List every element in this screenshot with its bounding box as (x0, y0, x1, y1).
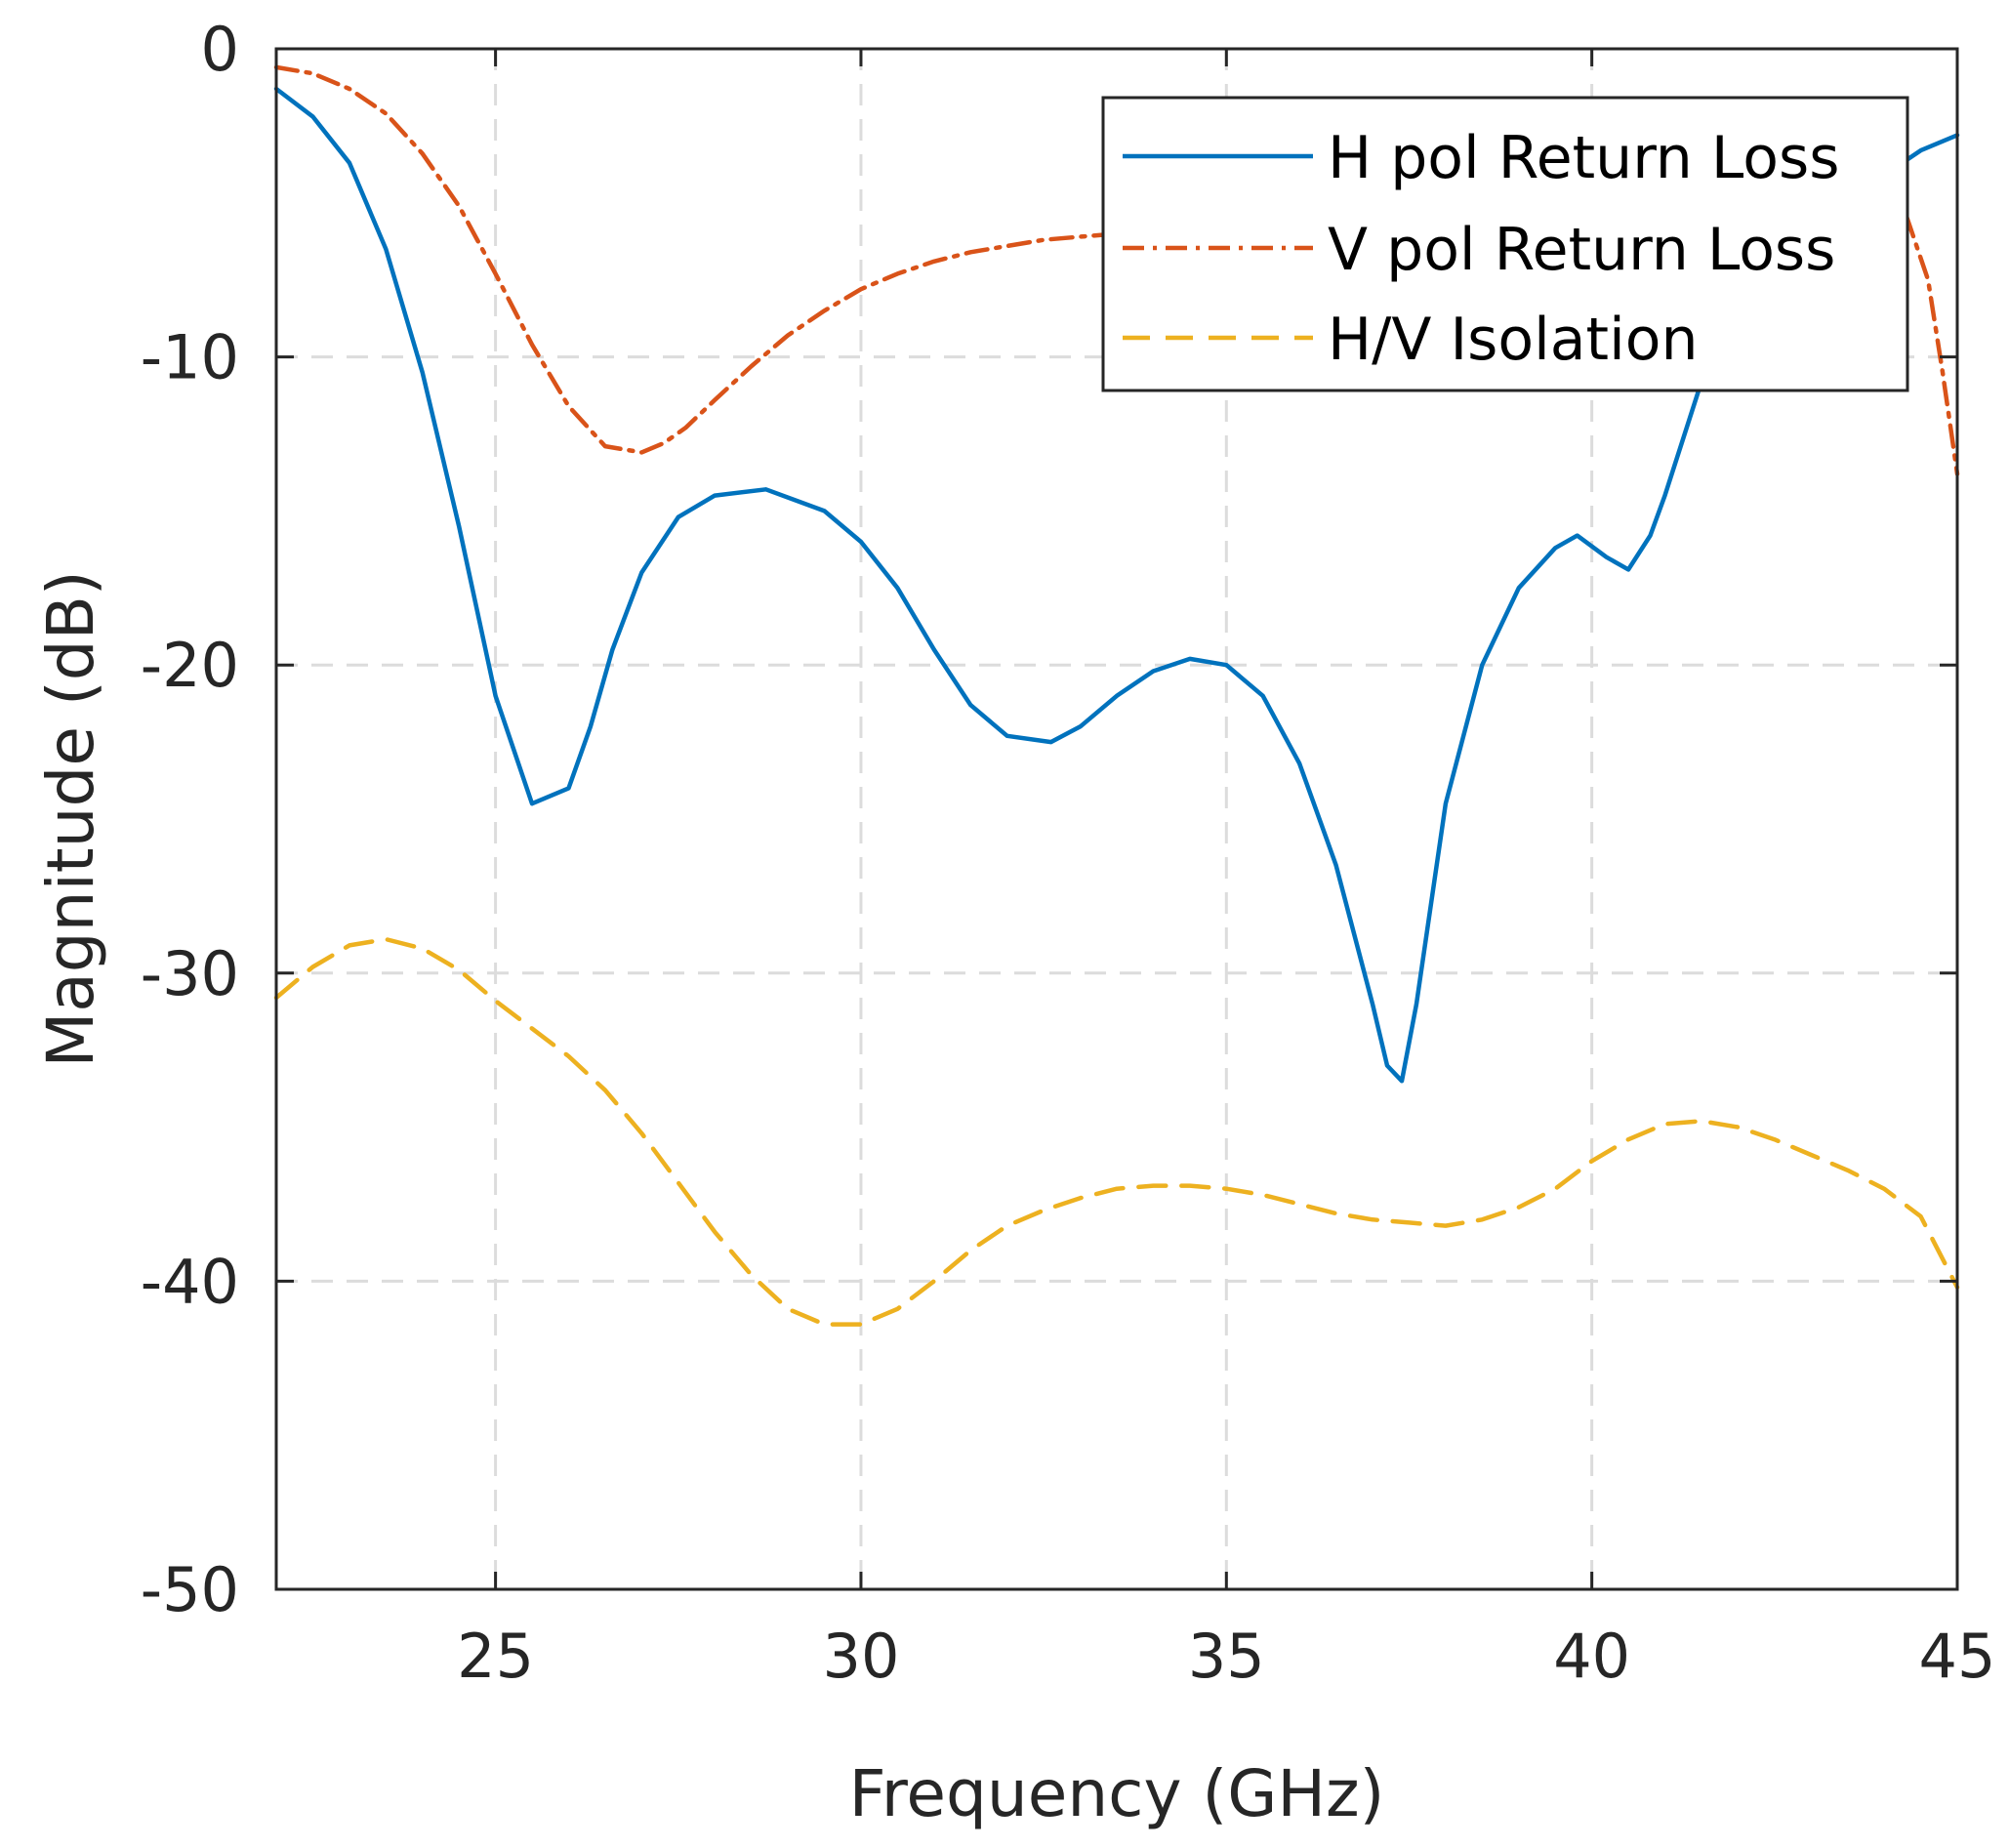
y-tick-label: 0 (201, 14, 239, 85)
x-tick-label: 40 (1553, 1621, 1630, 1692)
x-tick-label: 25 (457, 1621, 534, 1692)
y-tick-label: -30 (141, 938, 239, 1009)
legend-label-isolation: H/V Isolation (1328, 306, 1698, 374)
x-tick-label: 35 (1188, 1621, 1265, 1692)
y-tick-label: -40 (141, 1246, 239, 1317)
series-line-0 (273, 86, 1960, 1084)
y-tick-label: -10 (141, 322, 239, 393)
axis-ticks (276, 47, 1959, 1591)
y-tick-label: -50 (141, 1554, 239, 1625)
legend: H pol Return Loss V pol Return Loss H/V … (1101, 96, 1909, 392)
series-line-2 (273, 936, 1960, 1327)
y-axis-tick-labels: 0 -10 -20 -30 -40 -50 (141, 14, 239, 1625)
y-tick-label: -20 (141, 630, 239, 701)
plot-area-frame (274, 47, 1959, 1591)
x-axis-tick-labels: 25 30 35 40 45 (457, 1621, 1995, 1692)
x-tick-label: 45 (1919, 1621, 1996, 1692)
y-axis-title: Magnitude (dB) (33, 570, 108, 1067)
legend-label-v-pol: V pol Return Loss (1328, 216, 1835, 284)
legend-label-h-pol: H pol Return Loss (1328, 124, 1840, 192)
legend-box (1101, 96, 1909, 392)
x-axis-title: Frequency (GHz) (849, 1756, 1385, 1831)
x-tick-label: 30 (823, 1621, 900, 1692)
